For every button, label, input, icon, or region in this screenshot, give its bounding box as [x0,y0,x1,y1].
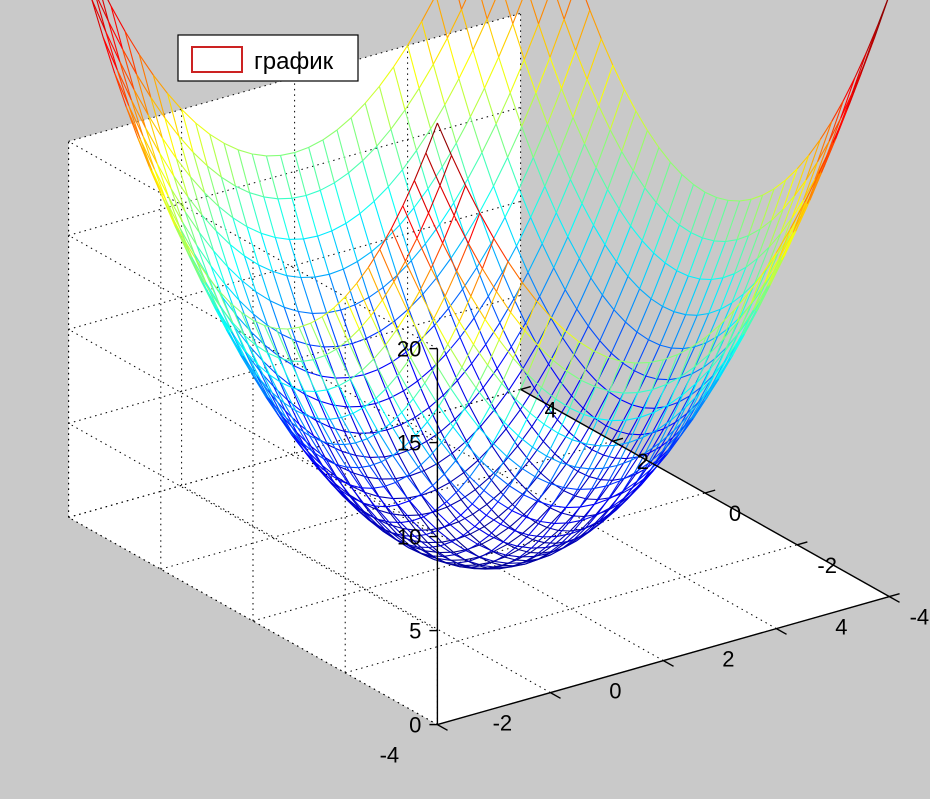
mesh-segment [566,507,580,508]
mesh-segment [375,506,387,507]
mesh-segment [555,523,569,524]
mesh-segment [601,480,613,481]
y-tick-label: 0 [729,501,741,526]
mesh-segment [451,560,465,561]
mesh-segment [657,379,669,380]
legend-label: график [254,48,334,75]
mesh-segment [643,408,655,409]
mesh-segment [276,329,288,330]
mesh-segment [629,434,641,435]
legend-swatch [192,47,242,72]
mesh-segment [587,499,599,500]
mesh-segment [589,468,603,469]
mesh-segment [573,516,585,517]
mesh-segment [530,553,542,554]
mesh-segment [304,391,316,392]
mesh-segment [543,536,557,537]
y-tick-label: -4 [910,605,930,630]
mesh-segment [578,489,592,490]
mesh-segment [324,346,338,347]
x-tick-label: -4 [380,743,400,768]
mesh-segment [700,279,712,280]
mesh-segment [672,348,684,349]
mesh-segment [520,556,534,557]
z-tick-label: 5 [409,619,421,644]
z-tick-label: 20 [397,337,421,362]
mesh-segment [336,378,350,379]
z-tick-label: 0 [409,713,421,738]
mesh-segment [312,313,326,314]
mesh-segment [278,198,292,199]
mesh-segment [333,444,345,445]
mesh-segment [359,433,373,434]
x-tick-label: -2 [493,711,513,736]
x-tick-label: 4 [835,615,847,640]
z-tick-label: 10 [397,525,421,550]
mesh-segment [559,531,571,532]
mesh-segment [290,361,302,362]
legend[interactable]: график [178,35,358,81]
mesh-segment [393,498,407,499]
y-tick-label: 2 [637,449,649,474]
z-tick-label: 15 [397,431,421,456]
y-tick-label: 4 [544,397,556,422]
mesh-segment [289,239,303,240]
mesh-segment [601,445,615,446]
mesh-segment [370,457,384,458]
mesh-segment [389,522,401,523]
mesh-segment [635,363,649,364]
mesh-segment [714,241,726,242]
x-tick-label: 2 [722,647,734,672]
mesh-segment [361,488,373,489]
mesh-segment [318,419,330,420]
x-tick-label: 0 [609,679,621,704]
mesh-segment [462,565,476,566]
y-tick-label: -2 [817,553,837,578]
mesh-segment [624,393,638,394]
mesh-segment [531,548,545,549]
mesh-segment [347,467,359,468]
mesh-segment [728,200,740,201]
mesh-segment [686,315,698,316]
mesh-segment [266,155,280,156]
